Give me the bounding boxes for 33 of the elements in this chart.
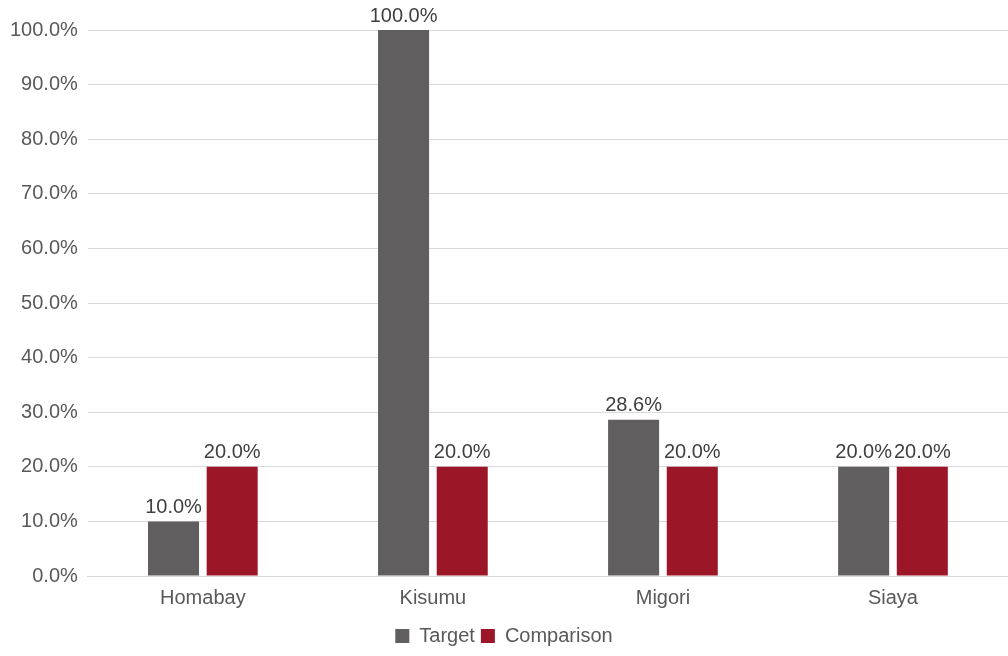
bar <box>148 521 200 576</box>
x-tick-label: Migori <box>635 585 691 608</box>
data-label: 20.0% <box>203 440 261 463</box>
bar <box>436 466 488 576</box>
y-tick-label: 0.0% <box>32 563 79 586</box>
y-tick-label: 10.0% <box>21 508 79 531</box>
y-tick-label: 40.0% <box>21 345 79 368</box>
bar <box>378 30 430 576</box>
legend-label: Target <box>419 623 476 646</box>
y-tick-label: 20.0% <box>21 454 79 477</box>
bar <box>206 466 258 576</box>
x-tick-label: Siaya <box>867 585 919 608</box>
x-tick-label: Kisumu <box>399 585 467 608</box>
y-tick-label: 30.0% <box>21 399 79 422</box>
bar <box>896 466 948 576</box>
data-label: 100.0% <box>369 3 438 26</box>
data-label: 20.0% <box>663 440 721 463</box>
x-tick-label: Homabay <box>160 585 246 608</box>
bar <box>608 419 660 576</box>
bar <box>838 466 890 576</box>
y-tick-label: 80.0% <box>21 126 79 149</box>
data-label: 10.0% <box>145 494 203 517</box>
data-label: 20.0% <box>893 440 951 463</box>
y-tick-label: 100.0% <box>9 17 79 40</box>
y-tick-label: 60.0% <box>21 235 79 258</box>
y-tick-label: 50.0% <box>21 290 79 313</box>
legend-label: Comparison <box>504 623 613 646</box>
y-tick-label: 90.0% <box>21 72 79 95</box>
y-tick-label: 70.0% <box>21 181 79 204</box>
data-label: 28.6% <box>605 393 663 416</box>
data-label: 20.0% <box>433 440 491 463</box>
data-label: 20.0% <box>835 440 893 463</box>
bar <box>666 466 718 576</box>
